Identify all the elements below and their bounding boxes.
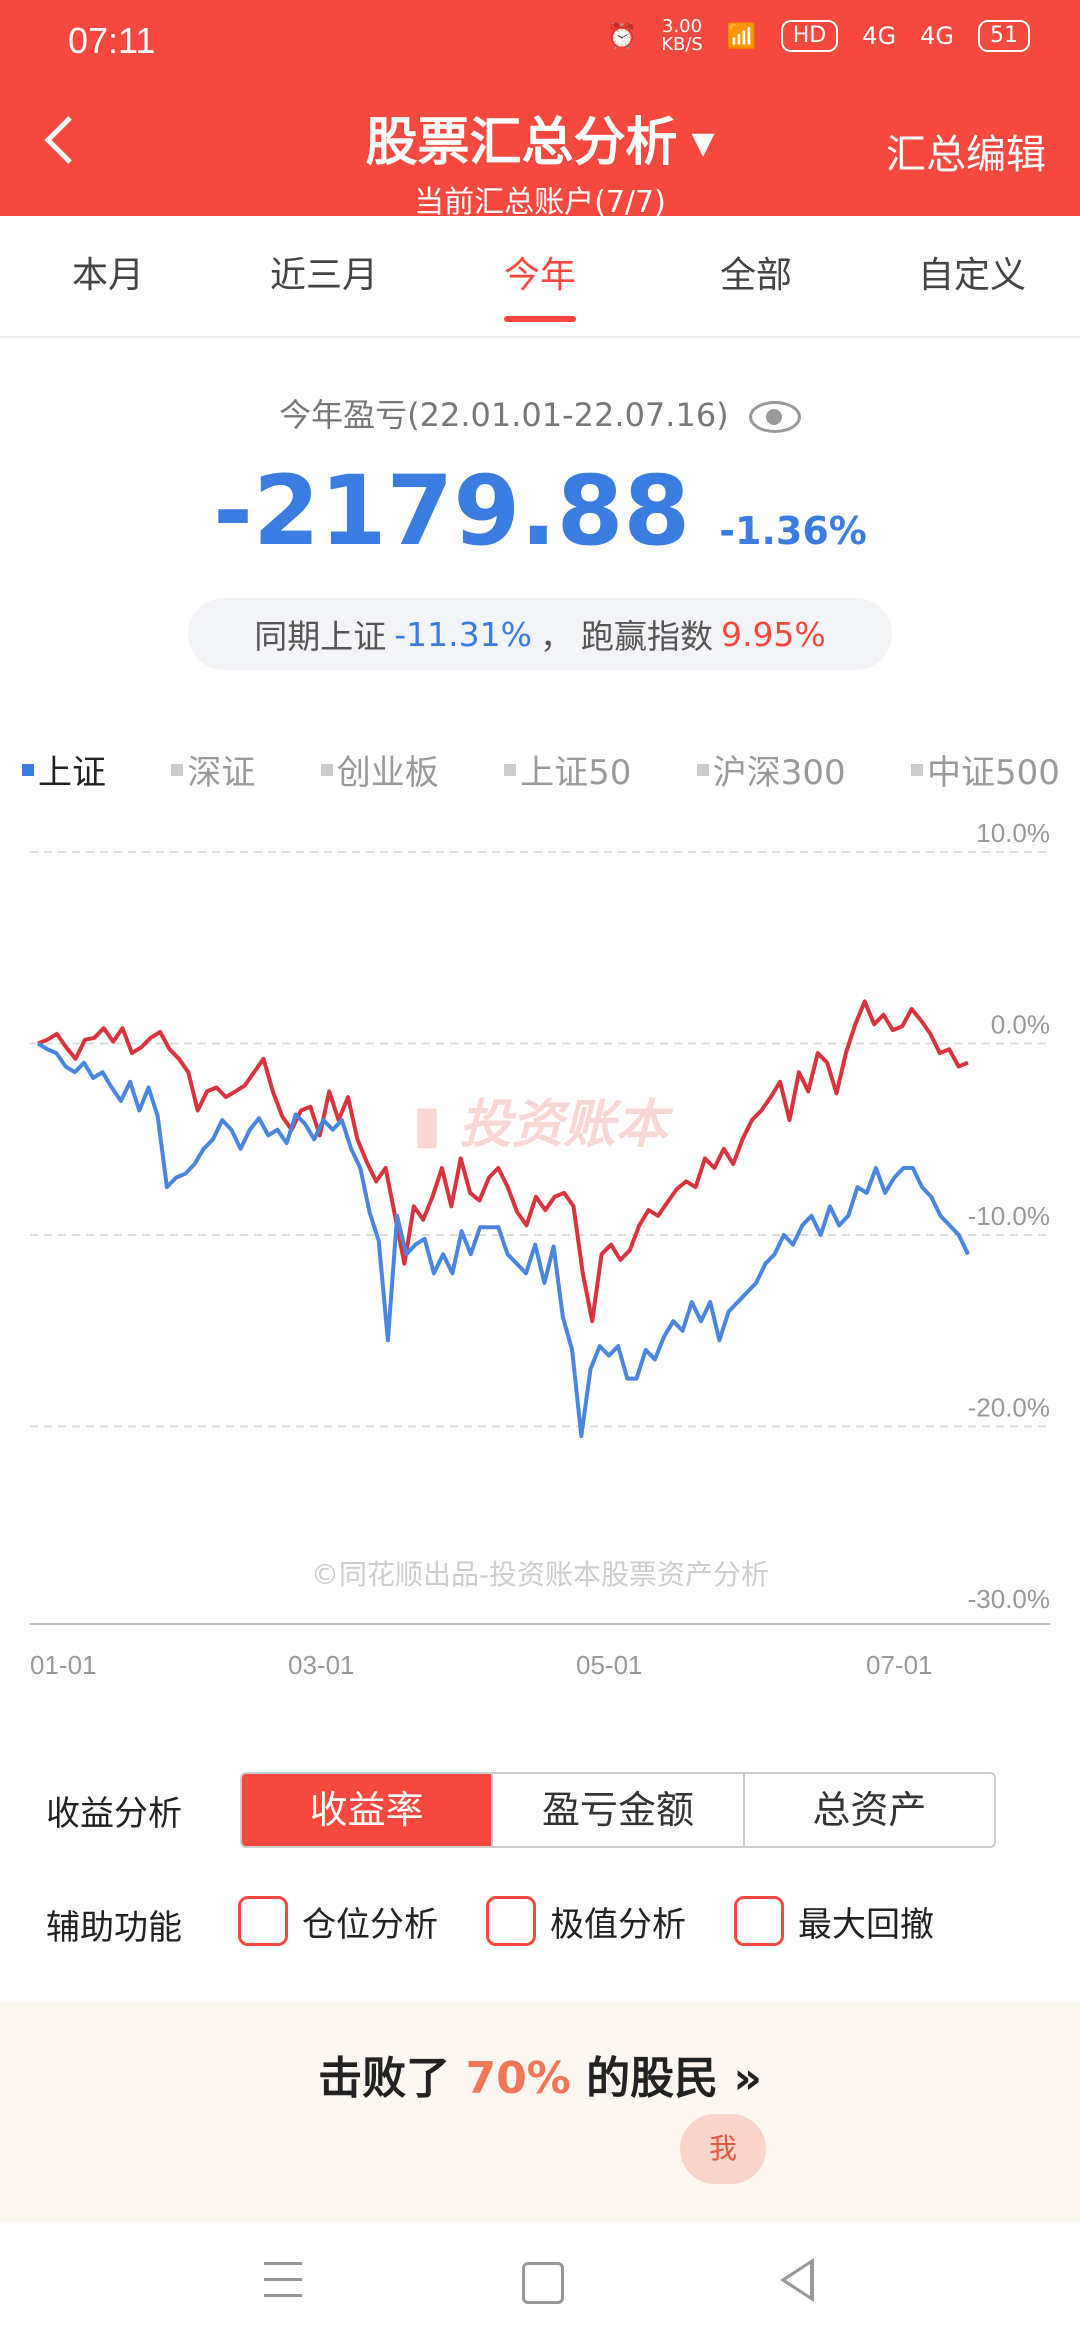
legend-dot bbox=[320, 763, 333, 776]
legend-dot bbox=[911, 763, 924, 776]
tab-three-months[interactable]: 近三月 bbox=[269, 255, 378, 296]
period-label: 今年盈亏(22.01.01-22.07.16) bbox=[0, 390, 1080, 436]
analysis-label: 收益分析 bbox=[46, 1794, 182, 1834]
back-arrow-icon[interactable] bbox=[30, 110, 90, 170]
period-tabs: 本月 近三月 今年 全部 自定义 bbox=[0, 216, 1080, 338]
summary-edit-button[interactable]: 汇总编辑 bbox=[886, 132, 1046, 178]
index-return-line bbox=[36, 1041, 970, 1439]
extreme-analysis-checkbox[interactable]: 极值分析 bbox=[486, 1896, 686, 1946]
beat-value: 9.95% bbox=[720, 614, 826, 654]
battery-icon: 51 bbox=[978, 20, 1030, 52]
chart-footer: ©同花顺出品-投资账本股票资产分析 bbox=[311, 1558, 769, 1591]
checkbox-box bbox=[734, 1896, 784, 1946]
index-label: 创业板 bbox=[336, 753, 439, 793]
tab-this-year[interactable]: 今年 bbox=[432, 216, 648, 336]
index-csi500[interactable]: 中证500 bbox=[911, 745, 1060, 794]
beat-prefix: 击败了 bbox=[318, 2053, 451, 2104]
index-compare-pill: 同期上证 -11.31%， 跑赢指数 9.95% bbox=[188, 598, 892, 670]
double-chevron-icon: » bbox=[733, 2053, 762, 2104]
compare-label: 同期上证 bbox=[254, 617, 387, 656]
signal-4g-icon-1: 4G bbox=[862, 22, 897, 50]
signal-4g-icon-2: 4G bbox=[920, 22, 954, 50]
y-tick-label: 10.0% bbox=[976, 820, 1050, 848]
alarm-icon: ⏰ bbox=[607, 22, 638, 50]
network-speed: 3.00 KB/S bbox=[661, 16, 703, 55]
option-return-rate[interactable]: 收益率 bbox=[242, 1774, 494, 1846]
y-tick-label: -10.0% bbox=[968, 1201, 1050, 1231]
legend-dot bbox=[22, 763, 34, 776]
wifi-icon: 📶 bbox=[726, 22, 757, 50]
x-tick-label: 07-01 bbox=[866, 1650, 933, 1680]
checkbox-label: 最大回撤 bbox=[798, 1904, 934, 1945]
position-analysis-checkbox[interactable]: 仓位分析 bbox=[238, 1896, 438, 1946]
compare-value: -11.31% bbox=[394, 614, 532, 654]
page-title[interactable]: 股票汇总分析 ▼ bbox=[365, 100, 714, 175]
option-total-assets[interactable]: 总资产 bbox=[812, 1788, 927, 1832]
checkbox-label: 极值分析 bbox=[550, 1904, 686, 1945]
back-triangle-icon[interactable] bbox=[780, 2258, 814, 2302]
hd-badge: HD bbox=[780, 20, 839, 52]
app-header: 07:11 ⏰ 3.00 KB/S 📶 HD 4G 4G 51 股票汇总分析 ▼… bbox=[0, 0, 1080, 220]
status-bar-icons: ⏰ 3.00 KB/S 📶 HD 4G 4G 51 bbox=[607, 18, 1030, 54]
y-tick-label: -20.0% bbox=[968, 1393, 1050, 1423]
compare-separator: ， bbox=[539, 617, 573, 656]
index-shanghai[interactable]: 上证 bbox=[22, 745, 106, 794]
index-chinext[interactable]: 创业板 bbox=[320, 745, 439, 794]
index-sse50[interactable]: 上证50 bbox=[504, 745, 631, 794]
beat-percent: 70% bbox=[465, 2053, 571, 2104]
aux-options: 仓位分析 极值分析 最大回撤 bbox=[238, 1896, 934, 1946]
tab-this-month[interactable]: 本月 bbox=[71, 255, 144, 296]
index-label: 深证 bbox=[187, 753, 256, 793]
ranking-banner[interactable]: 击败了 70% 的股民 » 我 bbox=[0, 2002, 1080, 2222]
menu-icon[interactable] bbox=[264, 2262, 302, 2298]
tab-custom[interactable]: 自定义 bbox=[917, 255, 1026, 296]
x-tick-label: 01-01 bbox=[30, 1650, 97, 1680]
x-tick-label: 03-01 bbox=[288, 1650, 355, 1680]
tab-all[interactable]: 全部 bbox=[719, 255, 792, 296]
beat-suffix: 的股民 bbox=[586, 2053, 719, 2104]
profit-percent: -1.36% bbox=[719, 509, 867, 553]
aux-label: 辅助功能 bbox=[46, 1908, 182, 1948]
analysis-segmented-control: 收益率 盈亏金额 总资产 bbox=[240, 1772, 996, 1848]
checkbox-box bbox=[486, 1896, 536, 1946]
y-tick-label: 0.0% bbox=[991, 1010, 1050, 1040]
max-drawdown-checkbox[interactable]: 最大回撤 bbox=[734, 1896, 934, 1946]
checkbox-label: 仓位分析 bbox=[302, 1904, 438, 1945]
system-nav-bar bbox=[0, 2222, 1080, 2340]
beat-label: 跑赢指数 bbox=[580, 617, 713, 656]
profit-row: -2179.88 -1.36% bbox=[0, 455, 1080, 567]
portfolio-return-line bbox=[37, 999, 969, 1324]
y-tick-label: -30.0% bbox=[968, 1584, 1050, 1614]
account-subtitle: 当前汇总账户(7/7) bbox=[414, 185, 666, 220]
index-label: 沪深300 bbox=[712, 753, 846, 793]
profit-amount: -2179.88 bbox=[213, 455, 691, 567]
index-label: 中证500 bbox=[927, 753, 1060, 793]
dropdown-triangle-icon: ▼ bbox=[691, 126, 715, 161]
x-tick-label: 05-01 bbox=[576, 1650, 643, 1680]
me-bubble[interactable]: 我 bbox=[680, 2114, 766, 2184]
legend-dot bbox=[171, 763, 184, 776]
home-icon[interactable] bbox=[522, 2262, 564, 2304]
eye-icon[interactable] bbox=[748, 401, 801, 433]
index-shenzhen[interactable]: 深证 bbox=[171, 745, 255, 794]
legend-dot bbox=[504, 763, 517, 776]
index-label: 上证50 bbox=[520, 753, 632, 793]
checkbox-box bbox=[238, 1896, 288, 1946]
index-label: 上证 bbox=[38, 753, 106, 793]
title-block[interactable]: 股票汇总分析 ▼ 当前汇总账户(7/7) bbox=[0, 100, 1080, 221]
index-selector: 上证 深证 创业板 上证50 沪深300 中证500 bbox=[22, 745, 1060, 794]
index-csi300[interactable]: 沪深300 bbox=[696, 745, 846, 794]
option-profit-amount[interactable]: 盈亏金额 bbox=[493, 1774, 745, 1846]
legend-dot bbox=[696, 763, 709, 776]
period-text: 今年盈亏(22.01.01-22.07.16) bbox=[279, 396, 729, 434]
page-title-text: 股票汇总分析 bbox=[365, 113, 678, 173]
return-chart[interactable]: 10.0% 0.0% -10.0% -20.0% -30.0% 01-01 03-01 05-… bbox=[0, 820, 1080, 1680]
chart-svg: 10.0% 0.0% -10.0% -20.0% -30.0% 01-01 03-01 05-… bbox=[30, 820, 1050, 1680]
watermark-text: ▮ 投资账本 bbox=[413, 1095, 674, 1155]
status-time: 07:11 bbox=[68, 20, 156, 61]
beat-text: 击败了 70% 的股民 » bbox=[0, 2042, 1080, 2106]
